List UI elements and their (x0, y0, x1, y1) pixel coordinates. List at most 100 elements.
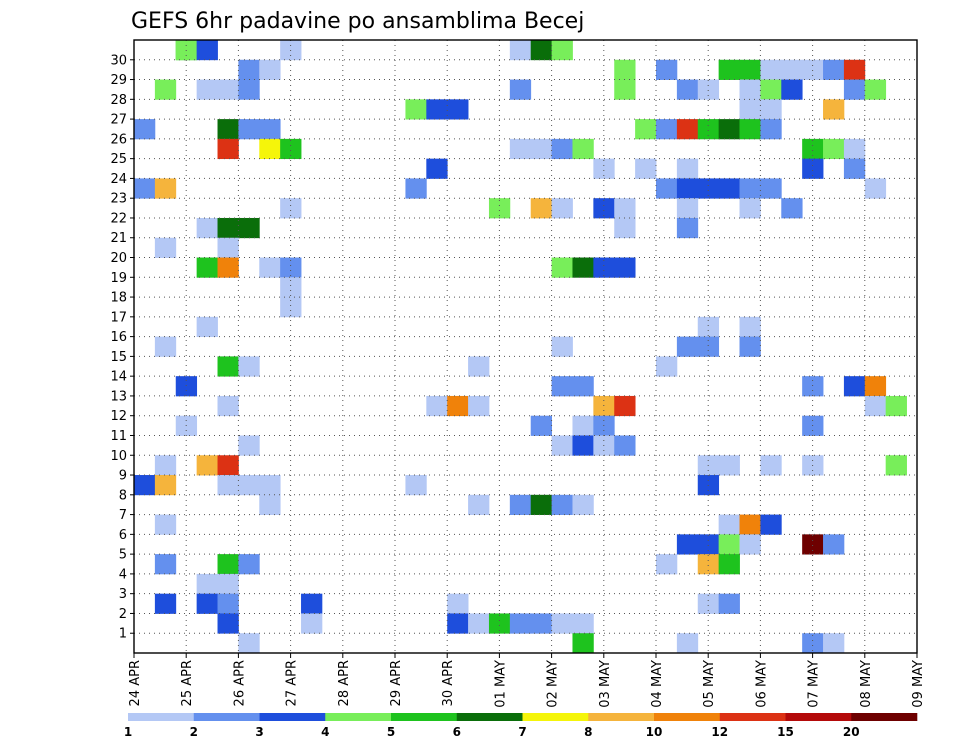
heatmap-cell (405, 99, 427, 120)
y-tick-label: 8 (119, 488, 127, 503)
heatmap-cell (864, 376, 887, 397)
heatmap-cell (154, 455, 177, 476)
y-tick-label: 3 (119, 587, 127, 602)
x-tick-label: 29 APR (389, 660, 404, 706)
heatmap-cell (217, 593, 239, 614)
heatmap-cell (802, 534, 824, 555)
legend-swatch (588, 713, 655, 721)
heatmap-cell (196, 257, 218, 278)
color-legend: 1 2 3 4 5 6 7 8 10 12 15 20 (124, 713, 918, 739)
heatmap-cell (572, 435, 594, 456)
x-tick-label: 03 MAY (598, 660, 613, 708)
legend-swatch (522, 713, 589, 721)
y-tick-label: 28 (110, 93, 127, 108)
heatmap-cell (259, 494, 281, 515)
heatmap-cell (530, 40, 552, 61)
heatmap-cell (196, 316, 218, 338)
heatmap-cell (280, 138, 302, 160)
heatmap-cell (196, 573, 218, 595)
heatmap-cell (217, 475, 239, 496)
legend-swatch (654, 713, 721, 721)
heatmap-cell (530, 415, 552, 436)
y-tick-label: 13 (110, 389, 127, 404)
heatmap-cell (217, 613, 239, 634)
heatmap-cell (238, 475, 260, 496)
heatmap-cell (468, 395, 490, 417)
heatmap-cell (676, 633, 699, 654)
heatmap-cell (739, 514, 761, 535)
heatmap-cell (154, 237, 177, 258)
heatmap-cell (426, 158, 448, 179)
heatmap-cell (718, 178, 740, 199)
x-tick-label: 28 APR (337, 660, 352, 706)
heatmap-cell (447, 99, 469, 120)
heatmap-cell (718, 455, 740, 476)
heatmap-cell (217, 356, 239, 377)
legend-swatch (391, 713, 458, 721)
y-tick-label: 29 (110, 73, 127, 88)
heatmap-cell (301, 613, 323, 634)
heatmap-cell (760, 79, 782, 100)
heatmap-cell (238, 217, 260, 239)
heatmap-cell (697, 554, 720, 575)
heatmap-cell (614, 217, 636, 239)
heatmap-cell (676, 336, 699, 357)
y-tick-label: 11 (110, 429, 127, 444)
y-tick-label: 6 (119, 528, 127, 543)
x-tick-label: 07 MAY (807, 660, 822, 708)
heatmap-cell (530, 613, 552, 634)
legend-label: 2 (190, 725, 198, 739)
heatmap-cell (134, 119, 156, 140)
heatmap-cell (154, 79, 177, 100)
heatmap-cell (656, 178, 678, 199)
heatmap-cell (551, 613, 573, 634)
x-axis-ticks: 24 APR 25 APR 26 APR 27 APR 28 APR 29 APR 30 A… (128, 653, 926, 708)
x-tick-label: 27 APR (285, 660, 300, 706)
heatmap-cell (843, 79, 866, 100)
heatmap-cell (718, 119, 740, 140)
heatmap-cell (718, 593, 740, 614)
heatmap-cell (843, 158, 866, 179)
legend-label: 5 (387, 725, 395, 739)
heatmap-cell (718, 554, 740, 575)
y-tick-label: 15 (110, 350, 127, 365)
heatmap-cell (238, 435, 260, 456)
heatmap-cell (217, 119, 239, 140)
heatmap-cell (781, 79, 803, 100)
heatmap-cell (238, 554, 260, 575)
legend-label: 6 (453, 725, 461, 739)
x-tick-label: 09 MAY (911, 660, 926, 708)
heatmap-cell (676, 178, 699, 199)
heatmap-cell (781, 198, 803, 219)
heatmap-cell (259, 119, 281, 140)
heatmap-cell (781, 59, 803, 80)
heatmap-cell (823, 138, 845, 160)
heatmap-cell (238, 356, 260, 377)
heatmap-cell (238, 79, 260, 100)
heatmap-cell (259, 138, 281, 160)
y-tick-label: 26 (110, 132, 127, 147)
legend-label: 8 (584, 725, 592, 739)
heatmap-cell (593, 395, 615, 417)
heatmap-cell (468, 613, 490, 634)
heatmap-cell (196, 40, 218, 61)
legend-label: 1 (124, 725, 132, 739)
legend-swatch (259, 713, 326, 721)
heatmap-cell (843, 138, 866, 160)
heatmap-cell (238, 59, 260, 80)
heatmap-cell (676, 119, 699, 140)
heatmap-cell (447, 593, 469, 614)
heatmap-cell (280, 297, 302, 318)
heatmap-cell (488, 613, 511, 634)
heatmap-cell (509, 494, 532, 515)
y-axis-ticks: 1234567891011121314151617181920212223242… (110, 53, 134, 642)
y-tick-label: 19 (110, 271, 127, 286)
heatmap-cell (739, 316, 761, 338)
heatmap-cell (614, 435, 636, 456)
heatmap-cell (468, 494, 490, 515)
y-tick-label: 23 (110, 192, 127, 207)
heatmap-cell (718, 59, 740, 80)
heatmap-cell (447, 395, 469, 417)
y-tick-label: 1 (119, 627, 127, 642)
heatmap-cell (739, 178, 761, 199)
